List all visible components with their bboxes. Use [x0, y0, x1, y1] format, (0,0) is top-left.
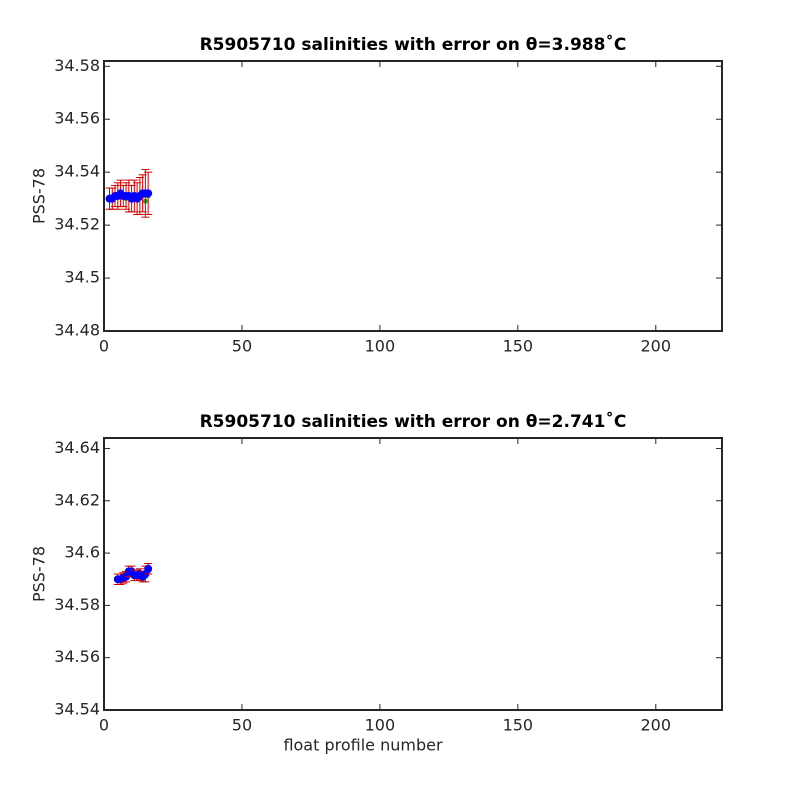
- y-tick-label: 34.58: [54, 595, 100, 614]
- y-tick-label: 34.52: [54, 215, 100, 234]
- y-tick-label: 34.54: [54, 700, 100, 719]
- x-tick-label: 50: [232, 716, 252, 735]
- chart-title: R5905710 salinities with error on θ=2.74…: [200, 410, 627, 432]
- y-tick-label: 34.54: [54, 162, 100, 181]
- axes-box: [103, 437, 723, 711]
- y-axis-label: PSS-78: [30, 168, 49, 224]
- axes-box: [103, 60, 723, 332]
- x-tick-label: 50: [232, 337, 252, 356]
- y-tick-label: 34.6: [64, 543, 100, 562]
- y-tick-label: 34.62: [54, 490, 100, 509]
- x-tick-label: 100: [365, 716, 396, 735]
- x-tick-label: 200: [641, 337, 672, 356]
- chart-title: R5905710 salinities with error on θ=3.98…: [200, 33, 627, 55]
- data-point: [144, 189, 153, 198]
- x-tick-label: 150: [503, 337, 534, 356]
- y-tick-label: 34.5: [64, 268, 100, 287]
- x-tick-label: 150: [503, 716, 534, 735]
- y-tick-label: 34.64: [54, 438, 100, 457]
- y-axis-label: PSS-78: [30, 546, 49, 602]
- y-tick-label: 34.56: [54, 647, 100, 666]
- x-tick-label: 0: [99, 337, 109, 356]
- x-tick-label: 200: [641, 716, 672, 735]
- x-tick-label: 0: [99, 716, 109, 735]
- plot-area: [104, 61, 722, 331]
- x-axis-label: float profile number: [283, 736, 443, 755]
- y-tick-label: 34.48: [54, 321, 100, 340]
- x-tick-label: 100: [365, 337, 396, 356]
- plot-area: [104, 438, 722, 710]
- y-tick-label: 34.58: [54, 56, 100, 75]
- data-point: [144, 564, 153, 573]
- y-tick-label: 34.56: [54, 109, 100, 128]
